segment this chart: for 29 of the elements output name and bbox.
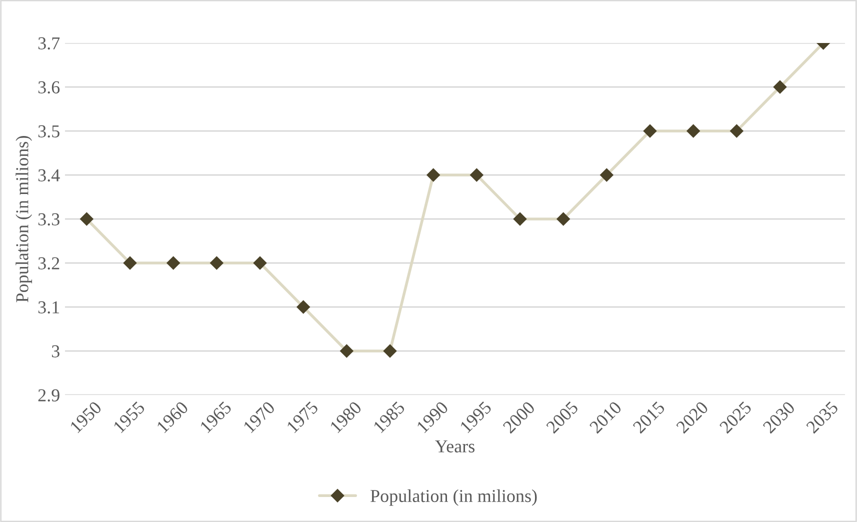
point (166, 256, 180, 270)
y-tick-label: 3.6 (38, 81, 60, 94)
y-tick-label: 3.4 (38, 169, 60, 182)
y-tick-label: 3.7 (38, 37, 60, 50)
point (470, 168, 484, 182)
x-axis-title: Years (435, 440, 474, 452)
point (123, 256, 137, 270)
y-tick-label: 3.1 (38, 301, 60, 314)
point (80, 212, 94, 226)
point (296, 300, 310, 314)
y-tick-label: 3.3 (38, 213, 60, 226)
y-tick-label: 3.2 (38, 257, 60, 270)
point (600, 168, 614, 182)
point (686, 124, 700, 138)
point (253, 256, 267, 270)
point (210, 256, 224, 270)
legend-label: Population (in milions) (370, 489, 537, 506)
y-tick-label: 3.5 (38, 125, 60, 138)
point (340, 344, 354, 358)
point (513, 212, 527, 226)
y-tick-label: 3 (52, 345, 60, 358)
point (643, 124, 657, 138)
y-axis-title: Population (in milions) (16, 136, 32, 302)
point (426, 168, 440, 182)
point (556, 212, 570, 226)
point (383, 344, 397, 358)
point (730, 124, 744, 138)
y-tick-label: 2.9 (38, 389, 60, 402)
point (773, 80, 787, 94)
